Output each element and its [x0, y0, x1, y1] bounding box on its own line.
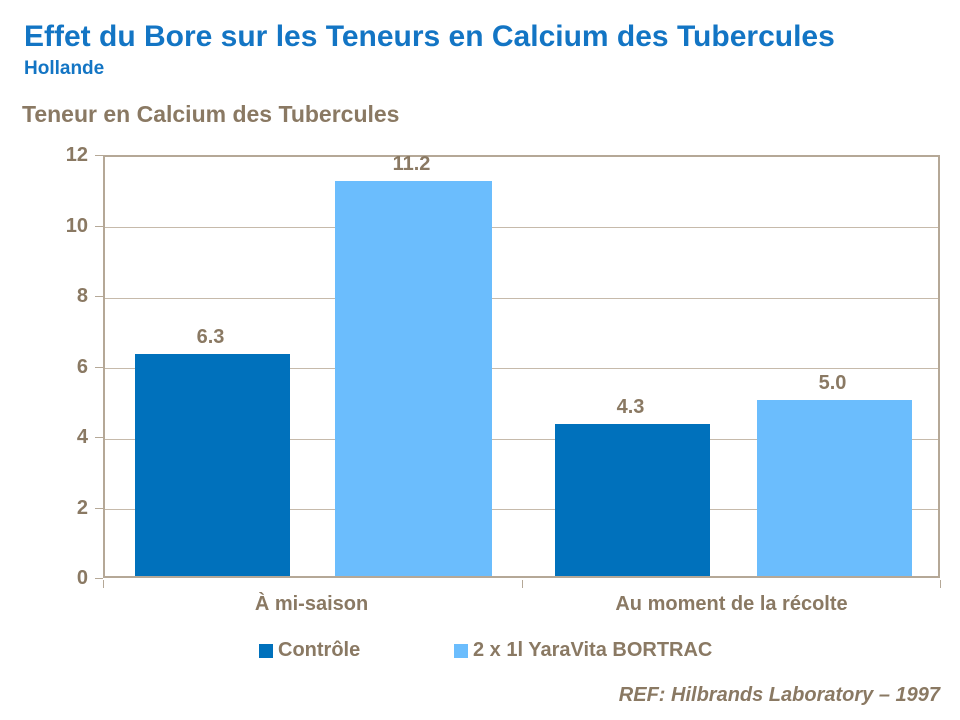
gridline-y10: [105, 227, 938, 228]
page-title: Effet du Bore sur les Teneurs en Calcium…: [24, 20, 835, 53]
reference-text: REF: Hilbrands Laboratory – 1997: [618, 684, 940, 706]
y-tick-mark-10: [95, 225, 103, 227]
page-subtitle: Hollande: [24, 58, 105, 79]
bar-series1-group1: [757, 399, 912, 576]
category-label-1: Au moment de la récolte: [615, 593, 848, 615]
legend-item-controle: Contrôle: [259, 639, 360, 662]
legend-swatch-controle: [259, 643, 273, 658]
y-tick-mark-2: [95, 507, 103, 509]
chart-title: Teneur en Calcium des Tubercules: [22, 101, 400, 127]
bar-value-label-series0-group1: 4.3: [616, 396, 645, 419]
bar-value-label-series1-group1: 5.0: [818, 371, 847, 394]
y-tick-mark-12: [95, 155, 103, 156]
y-axis-label-6: 6: [76, 355, 88, 378]
gridline-y4: [105, 438, 938, 440]
legend-item-bortrac: 2 x 1l YaraVita BORTRAC: [454, 639, 712, 662]
legend-label-controle: Contrôle: [278, 639, 361, 661]
chart-plot-area: [103, 155, 940, 578]
legend-swatch-bortrac: [454, 643, 468, 658]
y-axis-label-8: 8: [76, 285, 88, 307]
bar-value-label-series1-group0: 11.2: [392, 153, 431, 176]
y-tick-mark-4: [95, 437, 103, 438]
y-tick-mark-8: [95, 296, 103, 297]
bar-series0-group0: [135, 353, 290, 576]
gridline-y6: [105, 368, 938, 369]
bar-value-label-series0-group0: 6.3: [196, 325, 225, 348]
legend-label-bortrac: 2 x 1l YaraVita BORTRAC: [473, 639, 713, 661]
y-tick-mark-6: [95, 366, 103, 368]
y-axis-label-0: 0: [76, 567, 88, 589]
bar-series1-group0: [335, 181, 492, 576]
x-tick-mark-0: [103, 580, 104, 588]
x-tick-mark-1: [521, 580, 523, 588]
y-axis-label-12: 12: [65, 144, 88, 166]
y-axis-label-10: 10: [65, 214, 88, 237]
gridline-y2: [105, 509, 938, 510]
y-tick-mark-0: [95, 578, 103, 579]
category-label-0: À mi-saison: [254, 593, 369, 615]
x-tick-mark-2: [940, 580, 941, 588]
bar-series0-group1: [555, 424, 710, 576]
gridline-y8: [105, 297, 938, 299]
y-axis-label-4: 4: [76, 426, 88, 448]
y-axis-label-2: 2: [76, 496, 88, 519]
